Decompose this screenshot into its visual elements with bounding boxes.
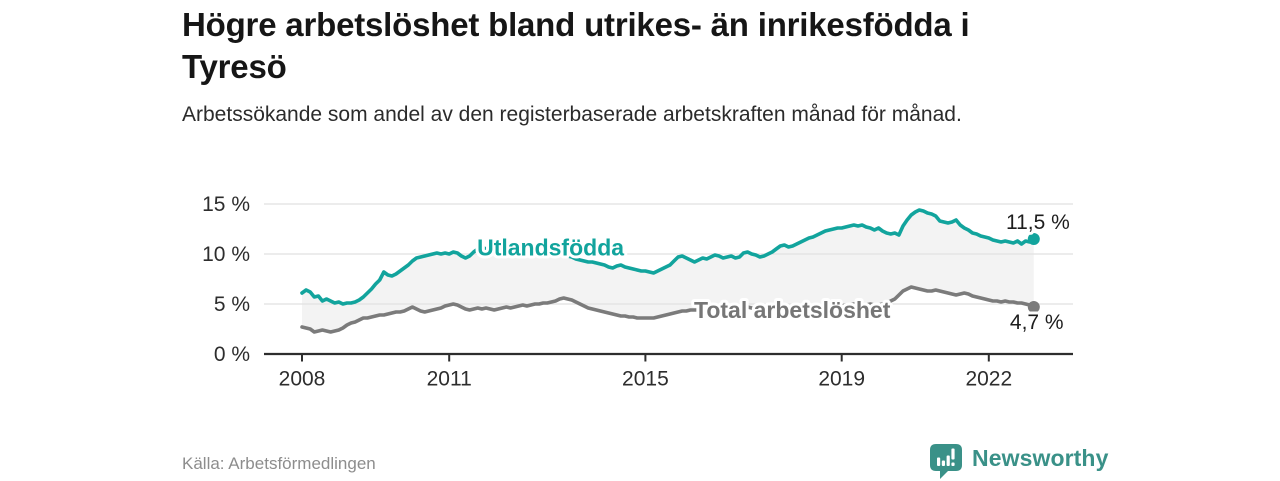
x-tick-label: 2008: [279, 368, 326, 391]
series-label-total: Total arbetslöshet: [694, 297, 891, 323]
series-line: [300, 208, 1036, 306]
x-tick-label: 2011: [427, 368, 472, 391]
between-series-area: [302, 210, 1034, 332]
series-line: [300, 285, 1036, 334]
series-label-utlandsfodda: Utlandsfödda: [477, 235, 624, 261]
x-tick-label: 2019: [818, 368, 865, 391]
end-value-label-total: 4,7 %: [1010, 311, 1064, 334]
y-tick-label: 0 %: [214, 343, 250, 366]
page-title: Högre arbetslöshet bland utrikes- än inr…: [182, 6, 970, 85]
x-tick-label: 2015: [622, 368, 669, 391]
page-subtitle: Arbetssökande som andel av den registerb…: [182, 103, 962, 126]
y-tick-label: 15 %: [202, 193, 250, 216]
source-note: Källa: Arbetsförmedlingen: [182, 454, 376, 473]
newsworthy-logo: Newsworthy: [929, 443, 1108, 480]
chart-canvas: 0 % 5 % 10 % 15 % 2008 2011 2015 2019 2022 Utland…: [202, 193, 1073, 391]
x-tick-label: 2022: [965, 368, 1012, 391]
y-tick-label: 5 %: [214, 293, 250, 316]
series-end-dot: [1027, 233, 1040, 245]
series-end-dot: [1027, 301, 1040, 313]
newsworthy-logo-icon: [930, 444, 962, 479]
unemployment-line-chart: 0 % 5 % 10 % 15 % 2008 2011 2015 2019 2022 Utland…: [180, 185, 1090, 400]
y-tick-label: 10 %: [202, 243, 250, 266]
end-value-label-utlandsfodda: 11,5 %: [1006, 211, 1070, 234]
newsworthy-wordmark: Newsworthy: [972, 445, 1109, 471]
